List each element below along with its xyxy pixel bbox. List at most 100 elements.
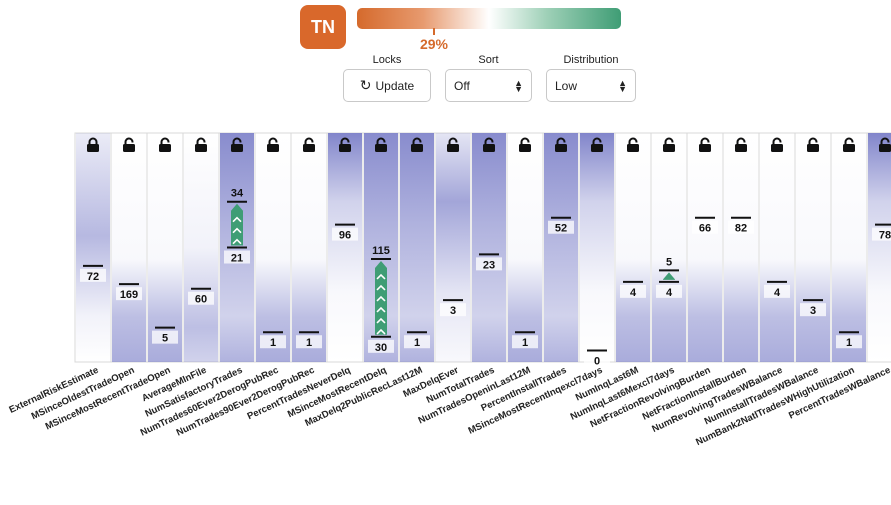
feature-column[interactable]: 78 (866, 132, 891, 363)
lock-open-icon[interactable] (663, 137, 675, 153)
distribution-label: Distribution (563, 54, 619, 66)
density-band (112, 133, 146, 362)
distribution-select-value: Low (555, 78, 578, 93)
feature-column[interactable]: 1 (254, 132, 292, 363)
density-band (292, 133, 326, 362)
feature-column[interactable]: 1 (830, 132, 868, 363)
density-band (400, 133, 434, 362)
lock-open-icon[interactable] (843, 137, 855, 153)
sort-select[interactable]: Off ▲ ▼ (445, 69, 532, 102)
refresh-icon: ↻ (359, 77, 372, 93)
feature-column[interactable]: 3 (434, 132, 472, 363)
density-band (328, 133, 362, 362)
value-label-background (152, 330, 178, 344)
lock-open-icon[interactable] (771, 137, 783, 153)
lock-open-icon[interactable] (195, 137, 207, 153)
feature-column[interactable]: 3 (794, 132, 832, 363)
feature-column[interactable]: 23 (470, 132, 508, 363)
value-label: 23 (483, 259, 495, 271)
lock-open-icon[interactable] (483, 137, 495, 153)
value-label-background (440, 303, 466, 317)
feature-column[interactable]: 1 (506, 132, 544, 363)
value-label: 60 (195, 294, 207, 306)
feature-column[interactable]: 52 (542, 132, 580, 363)
value-label: 4 (666, 287, 673, 299)
value-label-background (728, 220, 754, 234)
lock-open-icon[interactable] (591, 137, 603, 153)
lock-open-icon[interactable] (303, 137, 315, 153)
density-band (76, 133, 110, 362)
feature-column[interactable]: 82 (722, 132, 760, 363)
value-label: 3 (810, 305, 816, 317)
sort-label: Sort (478, 54, 499, 66)
density-band (184, 133, 218, 362)
value-label-background (800, 303, 826, 317)
lock-open-icon[interactable] (735, 137, 747, 153)
value-label-background (692, 220, 718, 234)
lock-open-icon[interactable] (519, 137, 531, 153)
value-label: 1 (522, 337, 528, 349)
value-label-background (332, 227, 358, 241)
value-label-background (116, 287, 142, 301)
value-label: 4 (774, 287, 781, 299)
lock-open-icon[interactable] (267, 137, 279, 153)
feature-column[interactable]: 0 (578, 132, 616, 368)
value-label: 78 (879, 230, 891, 242)
feature-column[interactable]: 115 30 (362, 132, 400, 363)
feature-column[interactable]: 54 (650, 132, 688, 363)
density-band (616, 133, 650, 362)
value-label-background (404, 335, 430, 349)
value-label-background (548, 220, 574, 234)
feature-column[interactable]: 169 (110, 132, 148, 363)
feature-column[interactable]: 1 (290, 132, 328, 363)
lock-open-icon[interactable] (339, 137, 351, 153)
value-label-background (476, 257, 502, 271)
lock-open-icon[interactable] (879, 137, 891, 153)
density-band (652, 133, 686, 362)
value-label-background (296, 335, 322, 349)
density-band (508, 133, 542, 362)
lock-open-icon[interactable] (627, 137, 639, 153)
feature-column[interactable]: 1 (398, 132, 436, 363)
select-arrows-icon: ▲ ▼ (514, 78, 523, 94)
value-label-background (224, 250, 250, 264)
lock-closed-icon[interactable] (87, 137, 99, 153)
lock-open-icon[interactable] (123, 137, 135, 153)
value-label: 72 (87, 271, 99, 283)
lock-open-icon[interactable] (699, 137, 711, 153)
feature-column[interactable]: 4 (614, 132, 652, 363)
feature-column[interactable]: 66 (686, 132, 724, 363)
progress-percent: 29% (419, 36, 449, 52)
value-label-background (836, 335, 862, 349)
change-arrow (231, 203, 243, 246)
feature-column[interactable]: 4 (758, 132, 796, 363)
lock-open-icon[interactable] (411, 137, 423, 153)
change-arrow (663, 272, 675, 280)
lock-open-icon[interactable] (807, 137, 819, 153)
value-label-background (764, 284, 790, 298)
value-label: 169 (120, 289, 138, 301)
lock-open-icon[interactable] (231, 137, 243, 153)
lock-open-icon[interactable] (447, 137, 459, 153)
lock-open-icon[interactable] (159, 137, 171, 153)
density-band (796, 133, 830, 362)
feature-column[interactable]: 34 21 (218, 132, 256, 363)
density-band (832, 133, 866, 362)
target-value-label: 34 (231, 188, 244, 200)
select-arrows-icon: ▲ ▼ (618, 78, 627, 94)
lock-open-icon[interactable] (375, 137, 387, 153)
distribution-select[interactable]: Low ▲ ▼ (546, 69, 636, 102)
feature-column[interactable]: 96 (326, 132, 364, 363)
feature-column[interactable]: 60 (182, 132, 220, 363)
value-label: 96 (339, 230, 351, 242)
density-band (868, 133, 891, 362)
update-button[interactable]: ↻ Update (343, 69, 431, 102)
lock-open-icon[interactable] (555, 137, 567, 153)
feature-column[interactable]: 5 (146, 132, 184, 363)
update-button-label: Update (375, 78, 415, 93)
value-label: 5 (162, 333, 168, 345)
value-label: 66 (699, 223, 711, 235)
density-band (544, 133, 578, 362)
feature-column[interactable]: 72 (74, 132, 112, 363)
value-label-background (260, 335, 286, 349)
